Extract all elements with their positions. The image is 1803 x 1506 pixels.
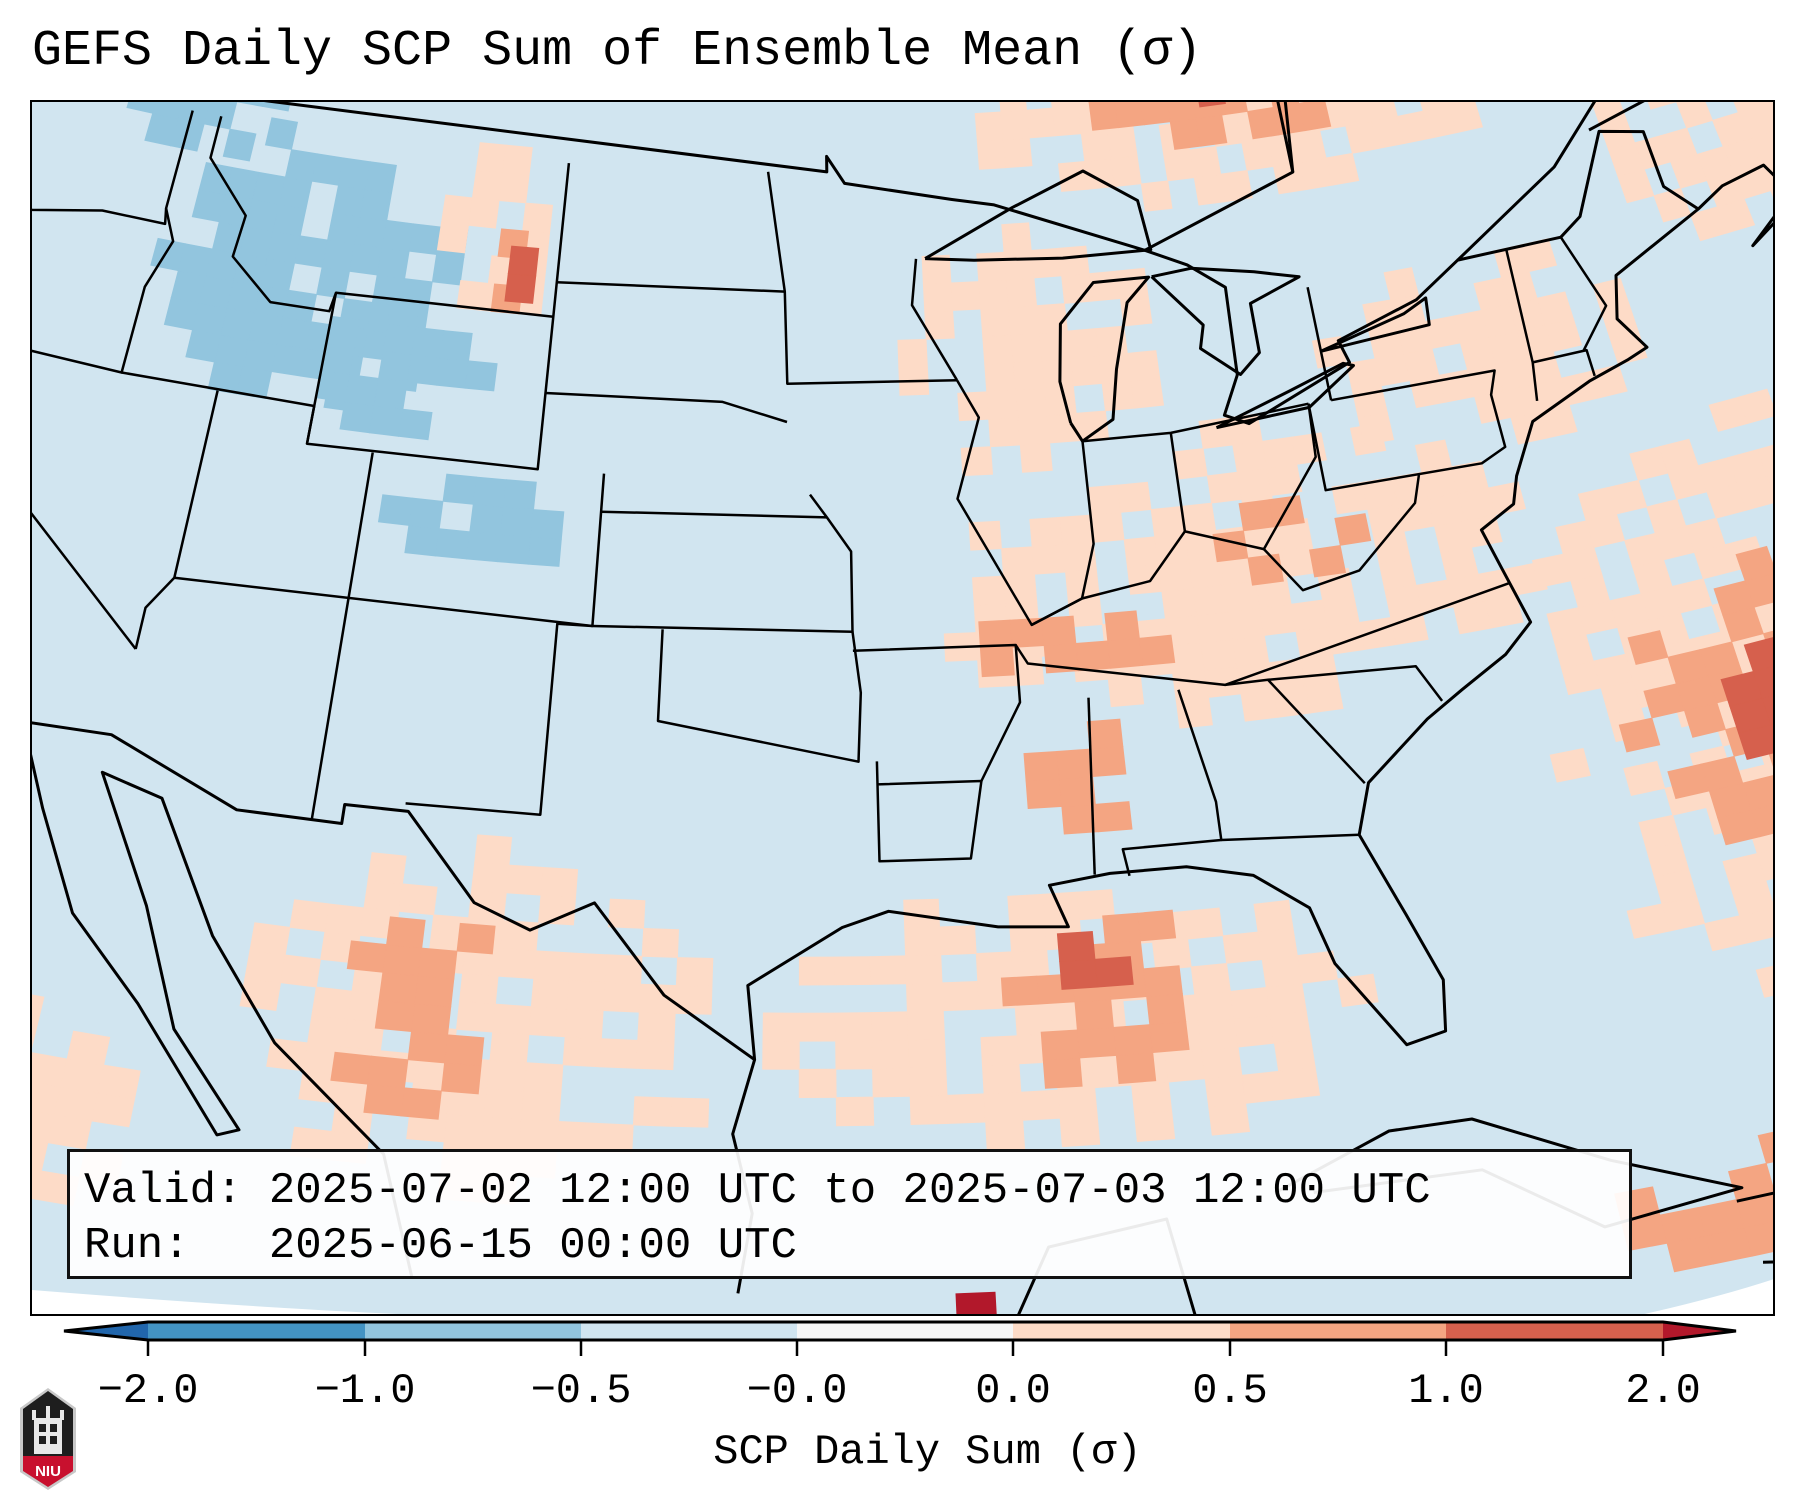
anomaly-region-upper-midwest-positive [897,222,1165,477]
state-border [955,379,1095,627]
anomaly-region-gulf-core [1056,930,1134,990]
colorbar-tick-label: −1.0 [314,1367,416,1415]
anomaly-region-montana-dakota-core [504,245,540,304]
anomaly-region-mexico-positive [239,834,714,1205]
colorbar-tick-label: 1.0 [1408,1367,1484,1415]
state-border [1267,678,1366,785]
colorbar-bin [1446,1322,1663,1340]
colorbar-tick-label: −0.0 [746,1367,848,1415]
anomaly-region-ontario-quebec-moderate [1088,102,1332,150]
state-border [656,629,863,763]
state-border [1559,236,1608,352]
anomaly-region-colorado-negative [377,473,565,567]
state-border [310,452,374,821]
outside-domain-wedge [1644,1279,1773,1314]
state-border [1221,833,1360,842]
state-border [32,512,137,650]
pacific-coastline [32,754,414,1278]
colorbar-tick-label: 2.0 [1625,1367,1701,1415]
colorbar-extend-over [1663,1322,1736,1340]
state-border [1014,581,1510,687]
lake-superior [924,169,1153,262]
state-border [545,391,788,424]
state-border [1262,474,1421,592]
colorbar-tick-label: 0.0 [975,1367,1051,1415]
state-border [852,643,1022,782]
state-border [1306,286,1333,401]
state-border [766,171,958,385]
state-border [592,493,854,633]
anomaly-region-bc-negative [126,102,291,162]
st-lawrence [1456,102,1645,262]
colorbar-tick-label: −2.0 [97,1367,199,1415]
colorbar-axis-label: SCP Daily Sum (σ) [0,1427,1803,1477]
outside-domain-wedge [32,1290,398,1314]
us-canada-border [263,102,1700,426]
state-border [32,208,175,374]
state-border [1307,369,1507,492]
colorbar-bin [581,1322,797,1340]
state-border [1169,403,1317,551]
colorbar-bin [365,1322,581,1340]
state-border [556,281,785,293]
colorbar-bin [1230,1322,1446,1340]
niu-logo-icon: NIU [20,1388,76,1490]
state-border [174,576,593,628]
lake-erie [1215,361,1355,430]
anomaly-region-maritimes-positive [1591,102,1773,242]
anomaly-region-eastern-montana-positive [436,142,554,317]
colorbar-bin [1013,1322,1230,1340]
anomaly-region-atlantic-core [1720,637,1773,760]
state-border [910,258,959,381]
state-border [1031,530,1186,627]
colorbar-label-text: SCP Daily Sum (σ) [713,1428,1142,1476]
valid-time-text: Valid: 2025-07-02 12:00 UTC to 2025-07-0… [84,1166,1431,1216]
colorbar-bin [148,1322,365,1340]
us-mexico-border [32,721,756,1061]
colorbar [63,1320,1737,1356]
anomaly-region-ontario-core [1198,102,1226,108]
atlantic-gulf-coastline [731,163,1773,1294]
state-border [1532,348,1596,377]
ontario-quebec-border [1276,102,1295,173]
state-border [601,510,827,519]
logo-text: NIU [35,1463,61,1480]
lake-ontario [1320,296,1431,353]
state-border [134,390,219,650]
colorbar-tick-label: −0.5 [530,1367,632,1415]
colorbar-tick-label: 0.5 [1192,1367,1268,1415]
map-canvas[interactable] [32,102,1775,1316]
run-time-text: Run: 2025-06-15 00:00 UTC [84,1221,797,1271]
state-border [121,162,571,471]
state-border [32,110,194,226]
state-border [1087,697,1096,875]
state-border [209,115,338,444]
anomaly-region-mexico-moderate [330,916,496,1120]
state-border [335,291,554,318]
lake-huron [1150,266,1301,376]
anomaly-region-mid-south-moderate [978,610,1176,678]
state-border [1224,665,1444,702]
anomaly-region-deep-south-moderate [1023,718,1133,835]
state-border [405,473,606,816]
valid-run-info-box: Valid: 2025-07-02 12:00 UTC to 2025-07-0… [67,1149,1632,1279]
lake-michigan [1058,275,1151,443]
anomaly-region-yucatan-max [955,1291,997,1314]
anomaly-region-appalachian-moderate [1212,495,1372,586]
map-panel[interactable] [30,100,1775,1316]
state-border [875,761,983,863]
state-and-coastline-borders [32,102,1773,1314]
chart-title: GEFS Daily SCP Sum of Ensemble Mean (σ) [32,23,1203,80]
scp-anomaly-field [32,102,1773,1314]
anomaly-region-wyoming-negative [315,296,498,441]
colorbar-extend-under [64,1322,148,1340]
anomaly-region-northeast-positive [1311,238,1648,446]
colorbar-bin [797,1322,1013,1340]
ontario-quebec-outline [1144,102,1295,252]
